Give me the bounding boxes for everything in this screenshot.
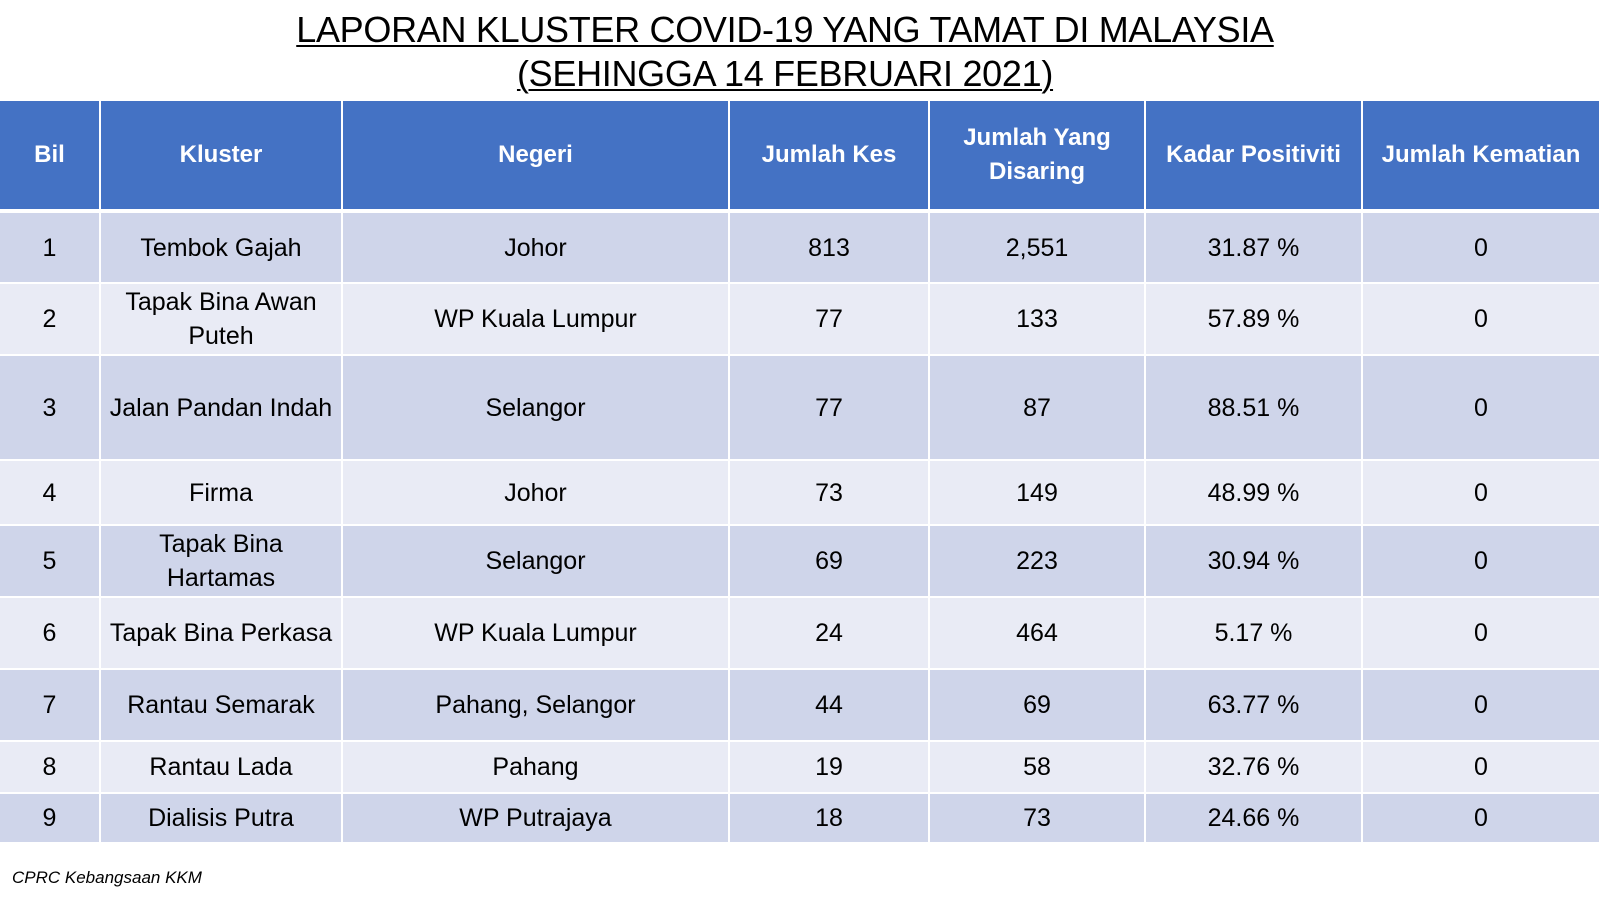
cell-bil: 4	[0, 460, 101, 526]
cell-kadar-positiviti: 24.66 %	[1145, 793, 1363, 844]
source-note: CPRC Kebangsaan KKM	[12, 868, 202, 887]
cell-jumlah-disaring: 223	[929, 525, 1146, 598]
cell-jumlah-kes: 77	[729, 283, 930, 356]
cell-jumlah-kematian: 0	[1362, 597, 1600, 670]
cell-negeri: Pahang, Selangor	[342, 669, 730, 742]
cell-negeri: WP Kuala Lumpur	[342, 283, 730, 356]
cell-jumlah-disaring: 2,551	[929, 211, 1146, 284]
cell-jumlah-kes: 73	[729, 460, 930, 526]
table-row: 8 Rantau Lada Pahang 19 58 32.76 % 0	[0, 741, 1600, 794]
cell-jumlah-kes: 44	[729, 669, 930, 742]
header-bil: Bil	[0, 101, 101, 213]
cell-kluster: Tapak Bina Hartamas	[100, 525, 343, 598]
cell-jumlah-kematian: 0	[1362, 460, 1600, 526]
cell-jumlah-kes: 19	[729, 741, 930, 794]
table-row: 4 Firma Johor 73 149 48.99 % 0	[0, 460, 1600, 526]
cell-negeri: Selangor	[342, 525, 730, 598]
cell-bil: 9	[0, 793, 101, 844]
report-title: LAPORAN KLUSTER COVID-19 YANG TAMAT DI M…	[0, 8, 1570, 96]
cell-kluster: Firma	[100, 460, 343, 526]
cell-kluster: Rantau Lada	[100, 741, 343, 794]
cell-jumlah-disaring: 73	[929, 793, 1146, 844]
cell-bil: 8	[0, 741, 101, 794]
title-line-2: (SEHINGGA 14 FEBRUARI 2021)	[516, 53, 1054, 94]
cell-bil: 2	[0, 283, 101, 356]
cell-kadar-positiviti: 63.77 %	[1145, 669, 1363, 742]
cell-bil: 3	[0, 355, 101, 461]
cell-kadar-positiviti: 30.94 %	[1145, 525, 1363, 598]
cell-negeri: WP Kuala Lumpur	[342, 597, 730, 670]
table-row: 1 Tembok Gajah Johor 813 2,551 31.87 % 0	[0, 211, 1600, 284]
cell-negeri: WP Putrajaya	[342, 793, 730, 844]
cell-jumlah-disaring: 149	[929, 460, 1146, 526]
cell-bil: 1	[0, 211, 101, 284]
cluster-table: Bil Kluster Negeri Jumlah Kes Jumlah Yan…	[0, 101, 1600, 844]
cell-kluster: Dialisis Putra	[100, 793, 343, 844]
table-row: 9 Dialisis Putra WP Putrajaya 18 73 24.6…	[0, 793, 1600, 844]
cell-jumlah-kematian: 0	[1362, 355, 1600, 461]
cell-kadar-positiviti: 5.17 %	[1145, 597, 1363, 670]
cell-kadar-positiviti: 48.99 %	[1145, 460, 1363, 526]
cell-jumlah-disaring: 133	[929, 283, 1146, 356]
cell-jumlah-kes: 24	[729, 597, 930, 670]
cell-jumlah-kematian: 0	[1362, 525, 1600, 598]
header-kadar-positiviti: Kadar Positiviti	[1145, 101, 1363, 213]
cell-negeri: Johor	[342, 460, 730, 526]
cell-kadar-positiviti: 57.89 %	[1145, 283, 1363, 356]
cell-kadar-positiviti: 88.51 %	[1145, 355, 1363, 461]
table-row: 3 Jalan Pandan Indah Selangor 77 87 88.5…	[0, 355, 1600, 461]
cell-kluster: Jalan Pandan Indah	[100, 355, 343, 461]
cell-jumlah-kematian: 0	[1362, 741, 1600, 794]
header-kluster: Kluster	[100, 101, 343, 213]
cell-jumlah-kes: 18	[729, 793, 930, 844]
cell-jumlah-kematian: 0	[1362, 211, 1600, 284]
cell-bil: 7	[0, 669, 101, 742]
table-row: 5 Tapak Bina Hartamas Selangor 69 223 30…	[0, 525, 1600, 598]
cell-jumlah-disaring: 87	[929, 355, 1146, 461]
cell-kluster: Tapak Bina Perkasa	[100, 597, 343, 670]
cell-bil: 5	[0, 525, 101, 598]
cell-kluster: Tapak Bina Awan Puteh	[100, 283, 343, 356]
cell-negeri: Selangor	[342, 355, 730, 461]
table-row: 6 Tapak Bina Perkasa WP Kuala Lumpur 24 …	[0, 597, 1600, 670]
table-header-row: Bil Kluster Negeri Jumlah Kes Jumlah Yan…	[0, 101, 1600, 213]
table-row: 7 Rantau Semarak Pahang, Selangor 44 69 …	[0, 669, 1600, 742]
cell-jumlah-kes: 77	[729, 355, 930, 461]
cell-kluster: Tembok Gajah	[100, 211, 343, 284]
header-jumlah-kes: Jumlah Kes	[729, 101, 930, 213]
cell-jumlah-kes: 813	[729, 211, 930, 284]
cell-jumlah-disaring: 69	[929, 669, 1146, 742]
cell-bil: 6	[0, 597, 101, 670]
cell-jumlah-kes: 69	[729, 525, 930, 598]
cell-kadar-positiviti: 31.87 %	[1145, 211, 1363, 284]
cell-jumlah-disaring: 464	[929, 597, 1146, 670]
header-jumlah-kematian: Jumlah Kematian	[1362, 101, 1600, 213]
cell-negeri: Pahang	[342, 741, 730, 794]
header-negeri: Negeri	[342, 101, 730, 213]
cell-jumlah-kematian: 0	[1362, 283, 1600, 356]
cell-kluster: Rantau Semarak	[100, 669, 343, 742]
table-row: 2 Tapak Bina Awan Puteh WP Kuala Lumpur …	[0, 283, 1600, 356]
cell-jumlah-kematian: 0	[1362, 793, 1600, 844]
cell-kadar-positiviti: 32.76 %	[1145, 741, 1363, 794]
cell-jumlah-disaring: 58	[929, 741, 1146, 794]
title-line-1: LAPORAN KLUSTER COVID-19 YANG TAMAT DI M…	[296, 9, 1274, 50]
cell-negeri: Johor	[342, 211, 730, 284]
header-jumlah-disaring: Jumlah Yang Disaring	[929, 101, 1146, 213]
cell-jumlah-kematian: 0	[1362, 669, 1600, 742]
